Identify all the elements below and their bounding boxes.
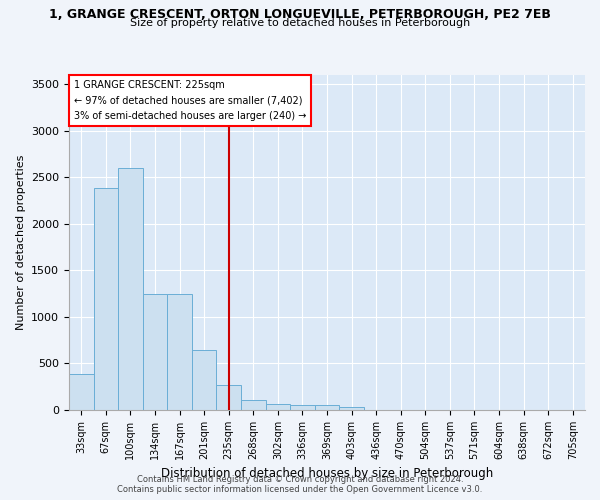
Text: 1, GRANGE CRESCENT, ORTON LONGUEVILLE, PETERBOROUGH, PE2 7EB: 1, GRANGE CRESCENT, ORTON LONGUEVILLE, P… [49, 8, 551, 20]
Bar [143, 294, 167, 410]
Bar [241, 400, 266, 410]
Bar [69, 374, 94, 410]
Text: Contains public sector information licensed under the Open Government Licence v3: Contains public sector information licen… [118, 485, 482, 494]
Bar [192, 350, 217, 410]
Bar [94, 188, 118, 410]
Y-axis label: Number of detached properties: Number of detached properties [16, 155, 26, 330]
Text: Size of property relative to detached houses in Peterborough: Size of property relative to detached ho… [130, 18, 470, 28]
Bar [217, 385, 241, 410]
Bar [290, 405, 315, 410]
Bar [266, 404, 290, 410]
X-axis label: Distribution of detached houses by size in Peterborough: Distribution of detached houses by size … [161, 468, 493, 480]
Bar [315, 406, 339, 410]
Text: Contains HM Land Registry data © Crown copyright and database right 2024.: Contains HM Land Registry data © Crown c… [137, 475, 463, 484]
Text: 1 GRANGE CRESCENT: 225sqm
← 97% of detached houses are smaller (7,402)
3% of sem: 1 GRANGE CRESCENT: 225sqm ← 97% of detac… [74, 80, 307, 121]
Bar [118, 168, 143, 410]
Bar [339, 406, 364, 410]
Bar [167, 294, 192, 410]
